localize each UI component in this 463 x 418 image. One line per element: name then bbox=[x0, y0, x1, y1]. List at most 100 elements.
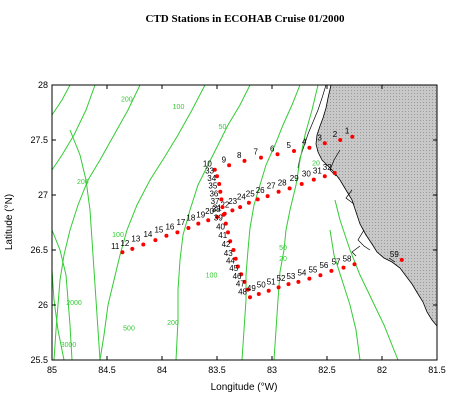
y-tick-label: 26 bbox=[38, 300, 48, 310]
contour-label: 100 bbox=[173, 104, 185, 111]
contour-label: 50 bbox=[219, 124, 227, 131]
station-point bbox=[350, 134, 355, 139]
station-label: 41 bbox=[218, 231, 227, 240]
station-label: 16 bbox=[165, 222, 174, 231]
station-label: 10 bbox=[203, 160, 212, 169]
station-label: 2 bbox=[333, 130, 338, 139]
x-tick-label: 81.5 bbox=[428, 365, 446, 375]
station-label: 52 bbox=[277, 274, 286, 283]
station-point bbox=[226, 230, 230, 235]
y-tick-label: 26.5 bbox=[30, 245, 48, 255]
station-label: 27 bbox=[267, 182, 276, 191]
station-label: 5 bbox=[287, 141, 292, 150]
contour-label: 200 bbox=[121, 97, 133, 104]
station-point bbox=[242, 279, 247, 284]
station-label: 37 bbox=[211, 197, 220, 206]
contour-label: 200 bbox=[77, 179, 89, 186]
contour-label: 50 bbox=[279, 245, 287, 252]
station-label: 32 bbox=[323, 163, 332, 172]
station-point bbox=[231, 248, 236, 252]
station-point bbox=[235, 264, 240, 269]
station-label: 11 bbox=[111, 242, 120, 251]
station-point bbox=[341, 265, 346, 270]
contour-label: 20 bbox=[312, 160, 320, 167]
station-point bbox=[322, 141, 327, 146]
x-tick-label: 82.5 bbox=[318, 365, 336, 375]
station-label: 54 bbox=[297, 269, 306, 278]
station-point bbox=[239, 272, 244, 277]
station-point bbox=[256, 292, 261, 296]
x-tick-label: 84.5 bbox=[98, 365, 116, 375]
station-point bbox=[217, 182, 222, 186]
contour-label: 200 bbox=[167, 320, 179, 327]
station-point bbox=[329, 268, 334, 273]
station-label: 18 bbox=[186, 214, 195, 223]
station-label: 6 bbox=[270, 144, 275, 153]
station-label: 17 bbox=[176, 218, 185, 227]
x-tick-label: 84 bbox=[157, 365, 167, 375]
station-label: 36 bbox=[209, 189, 218, 198]
contour-label: 20 bbox=[279, 256, 287, 263]
station-label: 42 bbox=[222, 240, 231, 249]
station-point bbox=[299, 182, 304, 186]
station-point bbox=[218, 189, 223, 194]
station-point bbox=[246, 200, 251, 205]
contour-label: 2000 bbox=[66, 300, 82, 307]
station-label: 51 bbox=[267, 277, 276, 286]
station-label: 20 bbox=[205, 207, 214, 216]
station-point bbox=[276, 189, 281, 194]
station-point bbox=[296, 279, 301, 284]
station-label: 1 bbox=[345, 127, 350, 136]
station-point bbox=[215, 215, 219, 219]
station-point bbox=[265, 194, 270, 199]
station-label: 7 bbox=[254, 148, 259, 157]
x-axis-label: Longitude (°W) bbox=[211, 382, 278, 393]
station-label: 26 bbox=[256, 186, 265, 195]
station-label: 38 bbox=[212, 205, 221, 214]
station-label: 39 bbox=[214, 214, 223, 223]
station-label: 4 bbox=[302, 138, 307, 147]
station-point bbox=[206, 218, 211, 223]
station-label: 28 bbox=[278, 178, 287, 187]
station-point bbox=[275, 152, 280, 157]
station-label: 14 bbox=[143, 230, 152, 239]
coastal-islands bbox=[297, 85, 396, 263]
station-point bbox=[230, 208, 235, 213]
station-point bbox=[228, 239, 233, 244]
station-label: 23 bbox=[228, 197, 237, 206]
station-label: 13 bbox=[131, 235, 140, 244]
station-label: 3 bbox=[317, 133, 322, 142]
station-point bbox=[141, 242, 146, 247]
station-label: 55 bbox=[308, 265, 317, 274]
station-point bbox=[286, 282, 291, 287]
station-point bbox=[332, 171, 337, 175]
station-label: 34 bbox=[207, 174, 216, 183]
station-label: 45 bbox=[229, 264, 238, 273]
station-label: 8 bbox=[237, 151, 242, 160]
station-point bbox=[212, 167, 217, 172]
bathymetry-contours bbox=[52, 85, 399, 360]
station-label: 33 bbox=[205, 166, 214, 175]
station-point bbox=[266, 288, 271, 293]
land-mass bbox=[315, 85, 437, 327]
station-point bbox=[248, 295, 252, 300]
station-label: 48 bbox=[238, 287, 247, 296]
station-label: 47 bbox=[236, 280, 245, 289]
station-point bbox=[255, 197, 260, 202]
station-point bbox=[175, 230, 180, 235]
station-label: 9 bbox=[222, 155, 227, 164]
station-point bbox=[215, 174, 219, 179]
station-label: 59 bbox=[390, 250, 399, 259]
x-tick-label: 82 bbox=[377, 365, 387, 375]
station-point bbox=[352, 262, 357, 267]
station-point bbox=[120, 250, 125, 255]
station-point bbox=[322, 174, 327, 179]
x-tick-label: 85 bbox=[47, 365, 57, 375]
station-label: 40 bbox=[216, 222, 225, 231]
station-point bbox=[292, 149, 296, 153]
station-point bbox=[196, 221, 201, 226]
contour-label: 100 bbox=[112, 232, 124, 239]
station-point bbox=[219, 197, 224, 202]
station-point bbox=[153, 238, 158, 243]
